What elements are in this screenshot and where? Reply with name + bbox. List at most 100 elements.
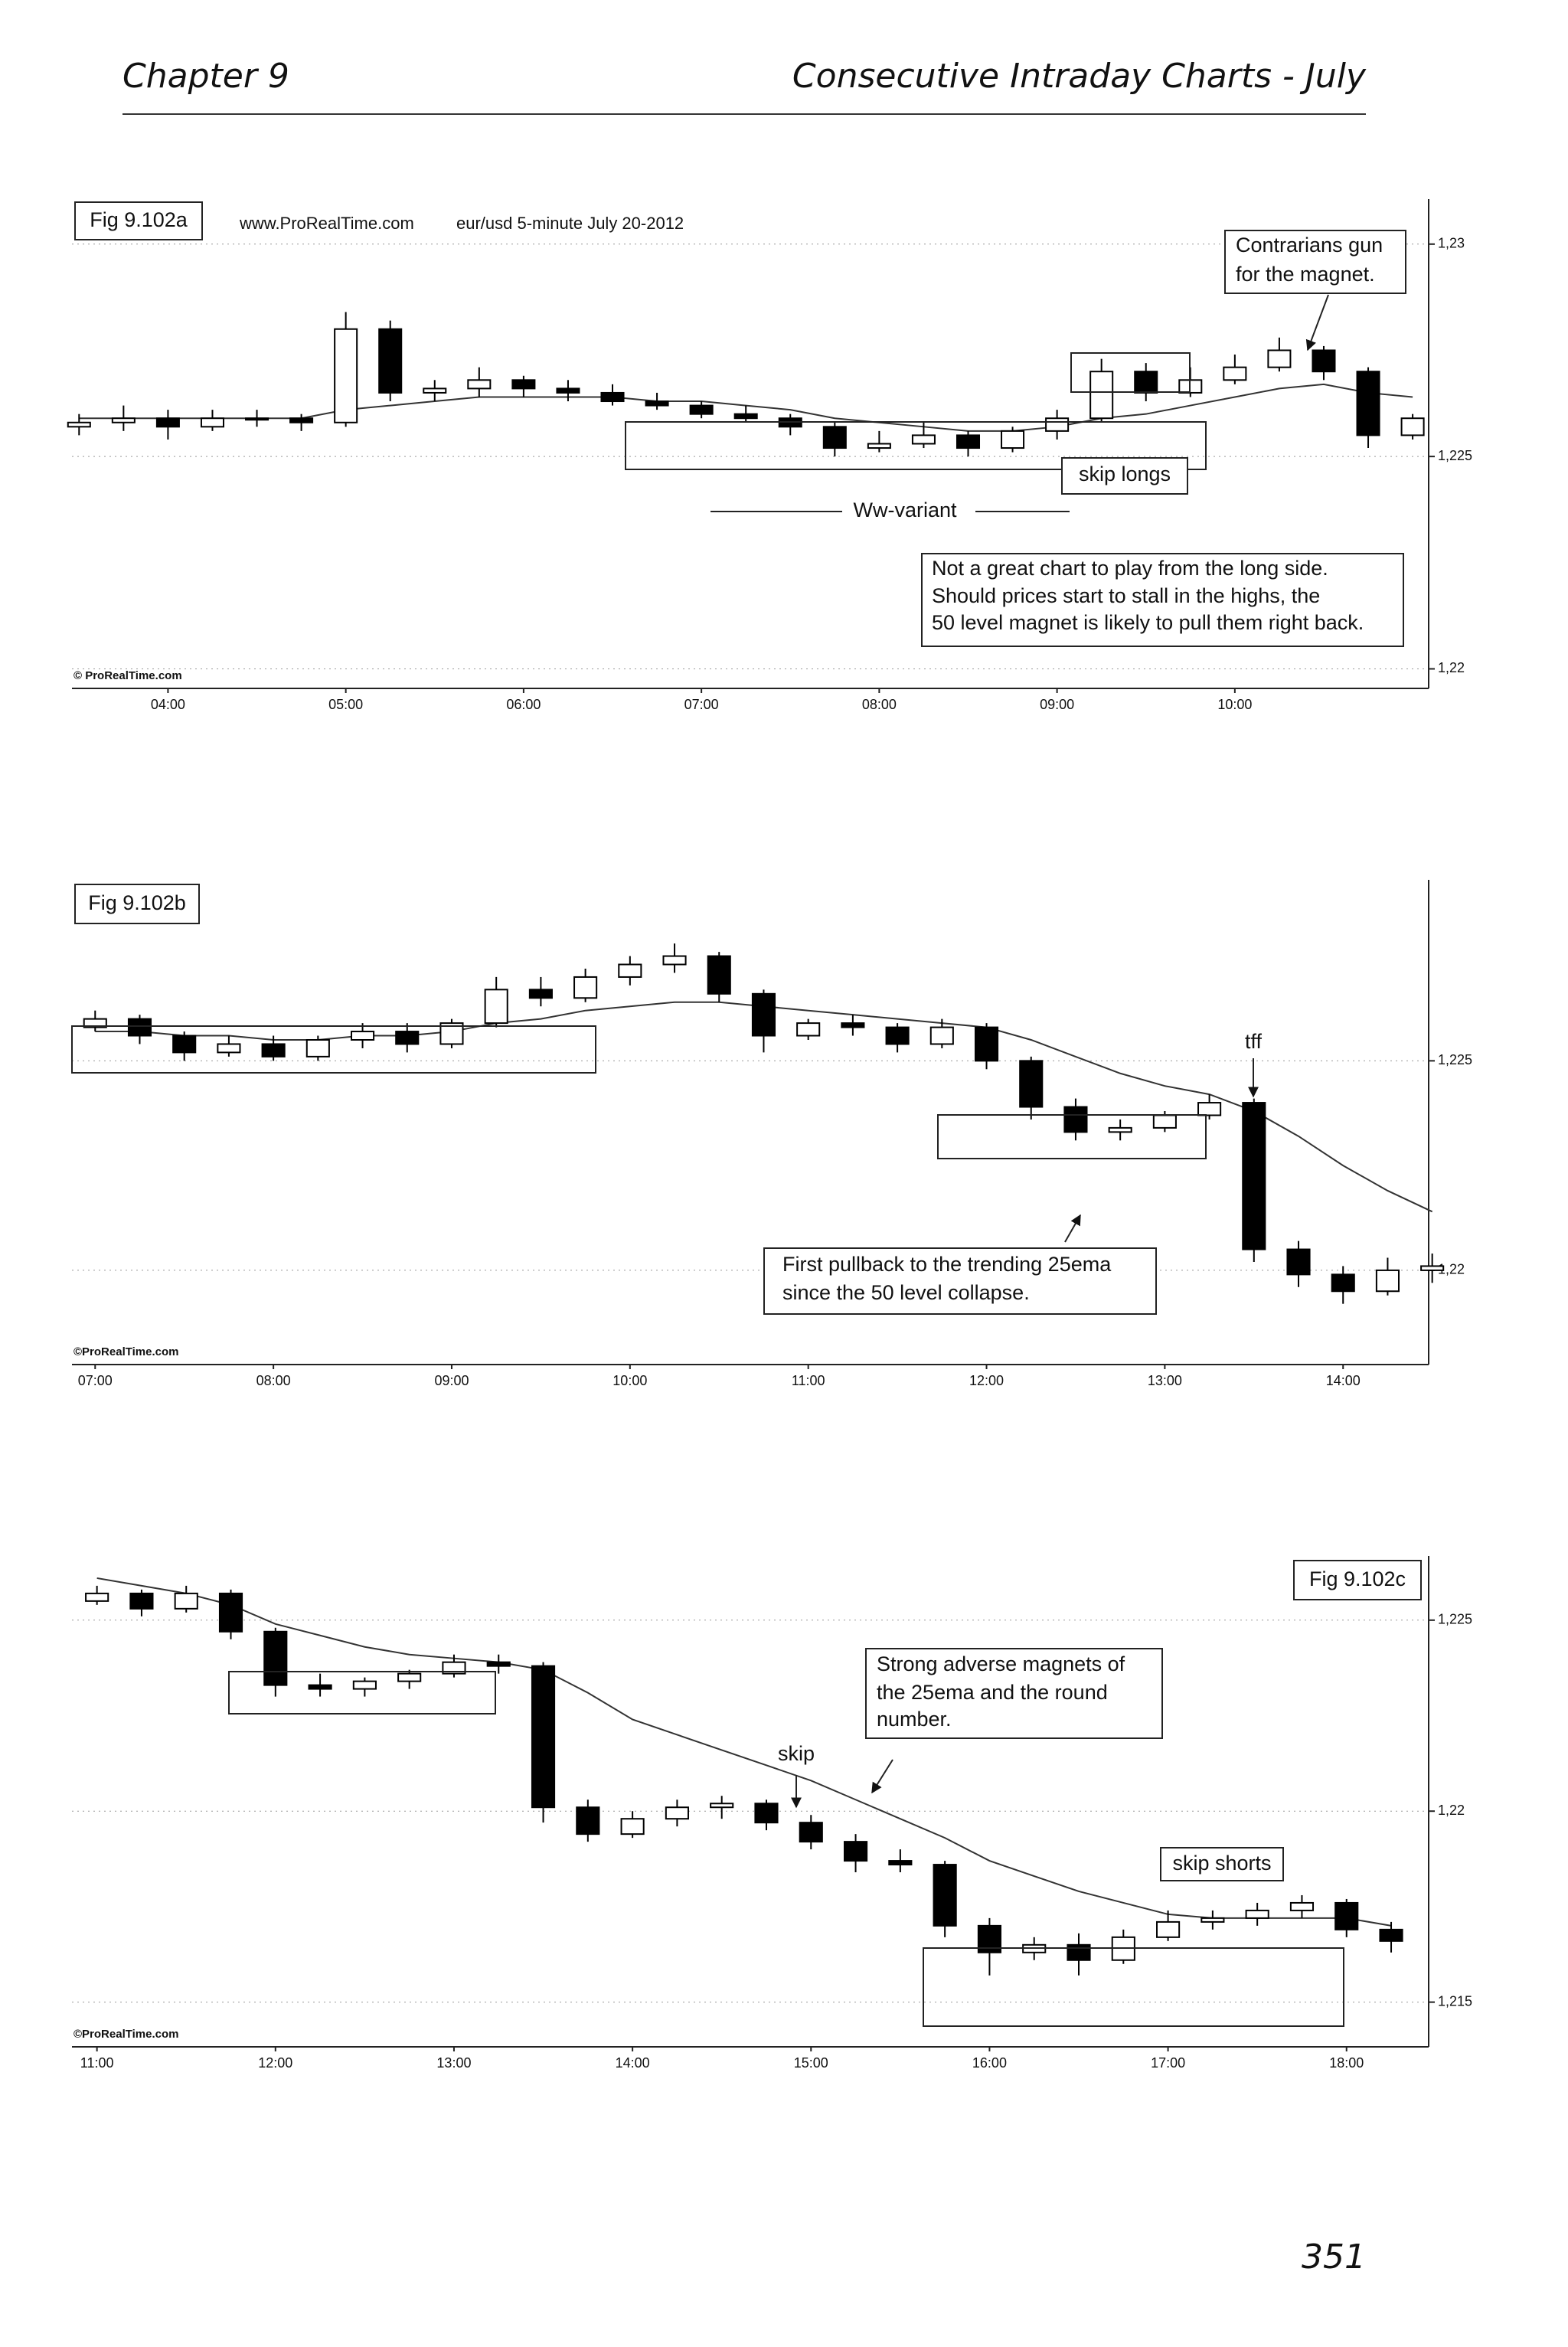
candle-body xyxy=(1108,1126,1132,1133)
candle-body xyxy=(1134,371,1158,394)
x-tick-label: 09:00 xyxy=(434,1373,469,1388)
figure-label-box xyxy=(74,201,203,240)
candle-body xyxy=(1356,371,1380,436)
y-tick-label: 1,215 xyxy=(1438,1993,1472,2009)
candle-body xyxy=(1001,430,1025,449)
note-text: skip longs xyxy=(1079,463,1171,485)
note-box xyxy=(763,1247,1157,1315)
x-tick-label: 12:00 xyxy=(969,1373,1004,1388)
candle-body xyxy=(174,1592,198,1610)
note-text: Should prices start to stall in the high… xyxy=(932,584,1320,607)
ema-line xyxy=(96,1577,1392,1927)
candle-body xyxy=(1045,417,1070,432)
candle-body xyxy=(1420,1265,1445,1271)
candle-body xyxy=(531,1665,556,1809)
source: www.ProRealTime.com xyxy=(239,214,414,233)
candle-body xyxy=(956,434,981,449)
candle-body xyxy=(710,1803,734,1809)
candle-body xyxy=(1152,1114,1177,1129)
candle-body xyxy=(350,1031,375,1041)
figure-label-box xyxy=(1293,1560,1422,1600)
candle-body xyxy=(1156,1920,1181,1938)
candle-body xyxy=(1379,1928,1403,1942)
candle-body xyxy=(467,379,492,390)
note-text: Contrarians gun xyxy=(1236,234,1383,257)
note-text: tff xyxy=(1245,1030,1263,1053)
annotation-box xyxy=(228,1671,496,1714)
annotation-box xyxy=(923,1947,1344,2027)
x-tick-label: 10:00 xyxy=(612,1373,647,1388)
candle-body xyxy=(218,1592,243,1633)
copyright: © ProRealTime.com xyxy=(74,669,182,682)
x-tick-label: 12:00 xyxy=(258,2055,292,2071)
candle-body xyxy=(662,955,687,966)
y-tick-label: 1,225 xyxy=(1438,1612,1472,1627)
candle-body xyxy=(83,1018,107,1028)
candle-body xyxy=(1200,1917,1225,1923)
note-box xyxy=(1224,230,1406,294)
candle-body xyxy=(911,434,936,445)
candle-body xyxy=(1245,1909,1269,1919)
candle-body xyxy=(1312,349,1336,373)
candle-body xyxy=(1223,366,1247,381)
y-tick-label: 1,22 xyxy=(1438,1803,1465,1818)
note-box xyxy=(865,1648,1163,1739)
candle-body xyxy=(484,989,508,1025)
copyright: ©ProRealTime.com xyxy=(74,2028,179,2041)
candle-body xyxy=(200,417,224,428)
x-tick-label: 17:00 xyxy=(1151,2055,1185,2071)
y-tick-label: 1,225 xyxy=(1438,1052,1472,1067)
candle-body xyxy=(974,1026,999,1062)
x-tick-label: 09:00 xyxy=(1040,697,1074,712)
x-tick-label: 06:00 xyxy=(506,697,541,712)
page-number: 351 xyxy=(1302,2237,1366,2277)
candle-body xyxy=(1289,1901,1315,1911)
candle-body xyxy=(841,1022,865,1028)
note-text: First pullback to the trending 25ema xyxy=(782,1253,1112,1276)
y-tick-label: 1,22 xyxy=(1438,660,1465,675)
annotation-arrow xyxy=(1305,294,1329,351)
note-text: the 25ema and the round xyxy=(877,1681,1108,1704)
x-tick-label: 14:00 xyxy=(1326,1373,1361,1388)
candle-body xyxy=(308,1684,332,1690)
candle-body xyxy=(933,1864,957,1927)
y-tick-label: 1,225 xyxy=(1438,448,1472,463)
annotation-box xyxy=(937,1114,1207,1159)
note-text: for the magnet. xyxy=(1236,263,1375,286)
candle-body xyxy=(155,417,180,428)
candle-body xyxy=(1331,1273,1355,1293)
note-text: Ww-variant xyxy=(853,498,957,521)
candle-body xyxy=(796,1022,821,1037)
x-tick-label: 13:00 xyxy=(436,2055,471,2071)
note-box xyxy=(921,553,1404,647)
x-tick-label: 10:00 xyxy=(1217,697,1252,712)
note-box xyxy=(1160,1847,1284,1881)
candle-body xyxy=(665,1806,689,1820)
subtitle: eur/usd 5-minute July 20-2012 xyxy=(456,214,684,233)
note-text: number. xyxy=(877,1708,952,1731)
candle-body xyxy=(1197,1102,1222,1116)
candle-body xyxy=(1063,1106,1088,1133)
candle-body xyxy=(867,443,891,449)
candle-body xyxy=(1400,417,1425,436)
candle-body xyxy=(733,413,758,420)
candle-body xyxy=(645,400,669,407)
candle-body xyxy=(263,1630,288,1686)
y-tick-label: 1,22 xyxy=(1438,1262,1465,1277)
x-tick-label: 07:00 xyxy=(78,1373,113,1388)
candle-body xyxy=(1267,349,1292,368)
annotation-box xyxy=(71,1025,596,1074)
note-text: 50 level magnet is likely to pull them r… xyxy=(932,611,1364,634)
candle-body xyxy=(127,1018,152,1037)
x-tick-label: 04:00 xyxy=(151,697,185,712)
x-tick-label: 13:00 xyxy=(1148,1373,1182,1388)
figure-label: Fig 9.102b xyxy=(88,891,186,914)
candle-body xyxy=(1286,1248,1311,1276)
candle-body xyxy=(707,955,731,995)
x-tick-label: 15:00 xyxy=(794,2055,828,2071)
candle-body xyxy=(799,1822,823,1843)
candle-body xyxy=(486,1661,511,1667)
figure-label-box xyxy=(74,884,200,924)
